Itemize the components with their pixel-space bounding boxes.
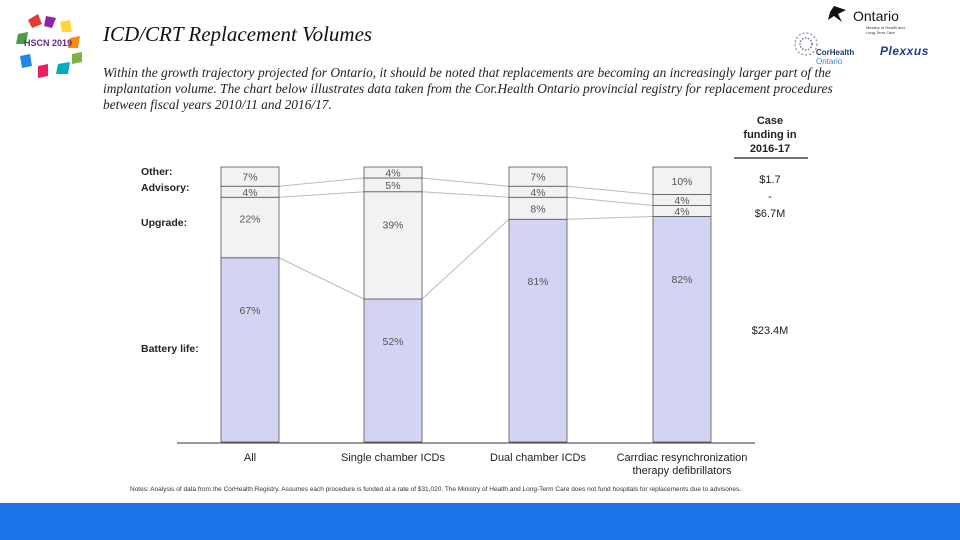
bar-battery-life-dual-chamber-icds: [508, 218, 568, 443]
funding-advisory: -: [768, 191, 772, 203]
bar-upgrade-all: [220, 196, 280, 259]
data-label-battery-life-dual-chamber-icds: 81%: [527, 276, 548, 288]
connector-battery-life-0: [278, 257, 365, 300]
x-tick-label-single-chamber-icds: Single chamber ICDs: [341, 452, 445, 464]
partner-logo-graphics: [794, 6, 846, 56]
intro-paragraph: Within the growth trajectory projected f…: [103, 65, 833, 112]
data-label-other-carrdiac-resynchronization-therapy-defibrillators: 10%: [671, 176, 692, 188]
hscn-logo-text: HSCN 2019: [24, 38, 72, 48]
data-label-battery-life-single-chamber-icds: 52%: [382, 336, 403, 348]
data-label-battery-life-all: 67%: [239, 305, 260, 317]
data-label-upgrade-carrdiac-resynchronization-therapy-defibrillators: 4%: [674, 206, 689, 218]
case-funding-column: Case funding in 2016-17 $1.7 - $6.7M $23.4M: [734, 115, 808, 337]
legend-advisory: Advisory:: [141, 182, 189, 194]
x-tick-label-carrdiac-resynchronization-therapy-defibrillators-line-1: therapy defibrillators: [632, 465, 732, 477]
bar-battery-life-single-chamber-icds: [363, 298, 423, 443]
ontario-logo-text: Ontario: [853, 8, 899, 24]
ontario-trillium-icon: [828, 6, 846, 22]
bar-other-carrdiac-resynchronization-therapy-defibrillators: [652, 166, 712, 195]
connector-battery-life-2: [566, 216, 654, 220]
bar-battery-life-carrdiac-resynchronization-therapy-defibrillators: [652, 216, 712, 443]
plexxus-logo: Plexxus: [880, 44, 929, 58]
segment-labels: 67%22%4%7%52%39%5%4%81%8%4%7%82%4%4%10%: [239, 168, 692, 348]
x-tick-label-carrdiac-resynchronization-therapy-defibrillators-line-0: Carrdiac resynchronization: [617, 452, 748, 464]
segment-connectors: [278, 177, 654, 300]
bar-battery-life-all: [220, 257, 280, 443]
connector-upgrade-1: [421, 191, 510, 198]
connector-upgrade-2: [566, 196, 654, 206]
page-title: ICD/CRT Replacement Volumes: [103, 22, 373, 46]
legend-upgrade: Upgrade:: [141, 217, 187, 229]
bar-other-all: [220, 166, 280, 187]
corhealth-logo: CorHealth Ontario: [816, 48, 854, 66]
corhealth-emblem-icon: [794, 32, 818, 56]
data-label-other-dual-chamber-icds: 7%: [530, 172, 545, 184]
data-label-upgrade-dual-chamber-icds: 8%: [530, 203, 545, 215]
x-tick-label-all: All: [244, 452, 256, 464]
funding-header-line-0: Case: [757, 115, 783, 127]
funding-battery-life: $23.4M: [752, 325, 789, 337]
hscn-2019-logo: HSCN 2019: [8, 12, 88, 82]
connector-upgrade-0: [278, 191, 365, 198]
funding-upgrade: $6.7M: [755, 208, 786, 220]
connector-battery-life-1: [421, 218, 510, 300]
corhealth-region: Ontario: [816, 57, 843, 66]
data-label-other-single-chamber-icds: 4%: [385, 168, 400, 180]
data-label-battery-life-carrdiac-resynchronization-therapy-defibrillators: 82%: [671, 274, 692, 286]
bar-upgrade-single-chamber-icds: [363, 191, 423, 300]
data-label-advisory-all: 4%: [242, 187, 257, 199]
x-axis: All Single chamber ICDs Dual chamber ICDs C…: [177, 442, 755, 477]
data-label-other-all: 7%: [242, 172, 257, 184]
ontario-ministry-text: Ministry of Health and Long-Term Care: [866, 25, 905, 35]
connector-advisory-2: [566, 185, 654, 195]
partner-logos: [780, 0, 960, 70]
data-label-advisory-dual-chamber-icds: 4%: [530, 187, 545, 199]
bar-other-dual-chamber-icds: [508, 166, 568, 187]
stacked-bars: [220, 166, 712, 443]
funding-header-line-1: funding in: [743, 129, 796, 141]
data-label-upgrade-all: 22%: [239, 213, 260, 225]
funding-other: $1.7: [759, 174, 780, 186]
footer-bar: [0, 503, 960, 540]
corhealth-name: CorHealth: [816, 48, 855, 57]
connector-advisory-0: [278, 177, 365, 187]
data-label-advisory-carrdiac-resynchronization-therapy-defibrillators: 4%: [674, 195, 689, 207]
bar-other-single-chamber-icds: [363, 166, 423, 179]
data-label-advisory-single-chamber-icds: 5%: [385, 180, 400, 192]
chart-note: Notes: Analysis of data from the CorHeal…: [130, 486, 742, 493]
connector-advisory-1: [421, 177, 510, 187]
data-label-upgrade-single-chamber-icds: 39%: [382, 220, 403, 232]
legend-other: Other:: [141, 166, 173, 178]
replacement-volume-chart: 67%22%4%7%52%39%5%4%81%8%4%7%82%4%4%10% …: [141, 115, 808, 477]
funding-header-line-2: 2016-17: [750, 143, 790, 155]
series-legend: Battery life: Upgrade: Advisory: Other:: [141, 166, 199, 355]
x-tick-label-dual-chamber-icds: Dual chamber ICDs: [490, 452, 586, 464]
legend-battery-life: Battery life:: [141, 343, 199, 355]
